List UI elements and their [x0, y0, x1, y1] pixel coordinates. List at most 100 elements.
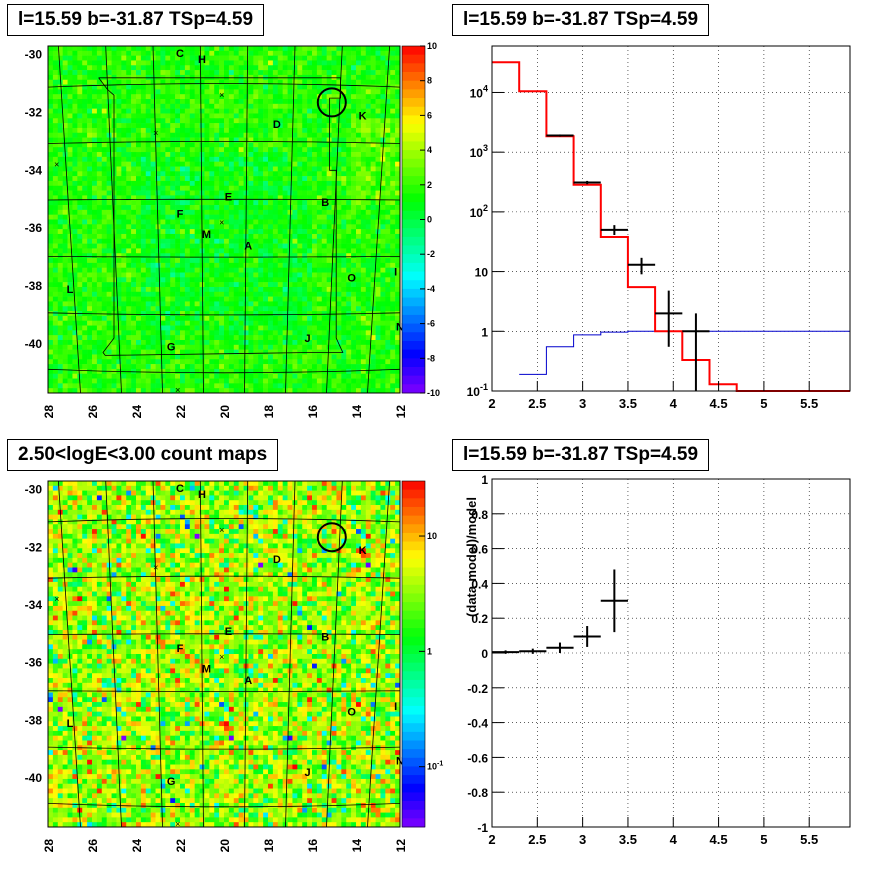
map_top-pixel — [219, 306, 225, 312]
map_top-pixel — [268, 354, 274, 360]
map_top-pixel — [52, 185, 59, 191]
map_top-pixel — [263, 296, 269, 302]
map_top-pixel — [307, 132, 313, 138]
map_top-pixel — [62, 258, 68, 264]
map_top-pixel — [326, 224, 332, 230]
map_top-pixel — [160, 190, 166, 196]
map_top-pixel — [62, 171, 68, 177]
map_top-pixel — [316, 248, 323, 254]
map_top-pixel — [214, 113, 220, 119]
map_top-pixel — [277, 325, 283, 331]
map_top-pixel — [194, 344, 200, 350]
map_top-pixel — [375, 123, 381, 129]
map_top-pixel — [228, 354, 235, 360]
map_top-pixel — [184, 301, 191, 307]
map_top-pixel — [272, 94, 279, 100]
map_top-pixel — [96, 296, 103, 302]
map_top-pixel — [82, 152, 88, 158]
map_top-pixel — [253, 296, 259, 302]
map_top-pixel — [204, 108, 210, 114]
map_top-pixel — [307, 243, 313, 249]
map_top-pixel — [214, 65, 220, 71]
map_top-pixel — [116, 253, 122, 259]
map_top-pixel — [48, 185, 54, 191]
map_top-pixel — [297, 354, 303, 360]
map_top-pixel — [131, 311, 137, 317]
map_top-pixel — [312, 127, 318, 134]
map_top-pixel — [360, 55, 367, 61]
map_top-pixel — [184, 296, 191, 302]
map_top-pixel — [375, 65, 381, 71]
map_top-pixel — [199, 132, 205, 138]
map_top-pixel — [233, 50, 239, 56]
map_top-pixel — [62, 65, 68, 71]
map_top-pixel — [92, 79, 98, 85]
map_top-pixel — [385, 180, 391, 187]
map_top-pixel — [282, 156, 288, 162]
map_top-pixel — [370, 368, 376, 375]
map_top-pixel — [136, 60, 142, 66]
map_top-pixel — [375, 282, 381, 288]
map_top-pixel — [360, 79, 367, 85]
map_top-pixel — [165, 315, 171, 322]
map_top-pixel — [140, 185, 147, 191]
map_top-pixel — [57, 60, 63, 66]
map_top-pixel — [351, 349, 357, 355]
map_top-pixel — [268, 267, 274, 273]
map_top-pixel — [297, 132, 303, 138]
map_top-pixel — [385, 335, 391, 341]
map_top-pixel — [351, 286, 357, 293]
map_top-pixel — [72, 229, 78, 235]
map_top-pixel — [170, 190, 176, 196]
map_top-pixel — [57, 277, 63, 283]
map_top-pixel — [390, 354, 396, 360]
map_top-pixel — [160, 65, 166, 71]
map_top-pixel — [92, 359, 98, 365]
map_top-pixel — [72, 272, 78, 278]
map_top-pixel — [258, 103, 264, 109]
map_top-pixel — [331, 99, 337, 105]
map_top-pixel — [170, 378, 176, 384]
map_top-pixel — [341, 180, 347, 187]
map_top-pixel — [238, 253, 244, 259]
map_top-pixel — [312, 176, 318, 182]
map_top-pixel — [370, 84, 376, 90]
map_top-pixel — [287, 137, 293, 143]
map_top-pixel — [228, 65, 235, 71]
map_top-pixel — [48, 267, 54, 273]
map_top-pixel — [272, 209, 279, 215]
map_top-pixel — [116, 195, 122, 201]
map_top-pixel — [336, 335, 342, 341]
map_top-pixel — [82, 84, 88, 90]
map_top-pixel — [57, 315, 63, 322]
map_top-pixel — [57, 118, 63, 124]
map_top-pixel — [106, 243, 112, 249]
map_top-pixel — [126, 70, 132, 76]
map_top-pixel — [297, 46, 303, 52]
map_top-pixel — [52, 349, 59, 355]
map_top-pixel — [184, 209, 191, 215]
map_top-pixel — [233, 166, 239, 172]
map_top-pixel — [287, 291, 293, 297]
map_top-pixel — [277, 65, 283, 71]
map_top-pixel — [263, 171, 269, 177]
map_top-pixel — [253, 359, 259, 365]
map_top-pixel — [307, 315, 313, 322]
map_top-pixel — [375, 296, 381, 302]
map_top-pixel — [189, 108, 195, 114]
map_top-pixel — [204, 65, 210, 71]
map_top-pixel — [346, 243, 352, 249]
map_top-pixel — [116, 94, 122, 100]
map_top-pixel — [282, 142, 288, 148]
map_top-pixel — [136, 233, 142, 240]
map_top-pixel — [92, 253, 98, 259]
map_top-pixel — [331, 248, 337, 254]
map_top-pixel — [77, 325, 83, 331]
map_top-pixel — [62, 70, 68, 76]
map_top-pixel — [351, 200, 357, 206]
map_top-pixel — [209, 209, 215, 215]
map_top-pixel — [194, 55, 200, 61]
map_top-pixel — [184, 214, 191, 220]
map_top-pixel — [136, 291, 142, 297]
map_top-pixel — [341, 156, 347, 162]
